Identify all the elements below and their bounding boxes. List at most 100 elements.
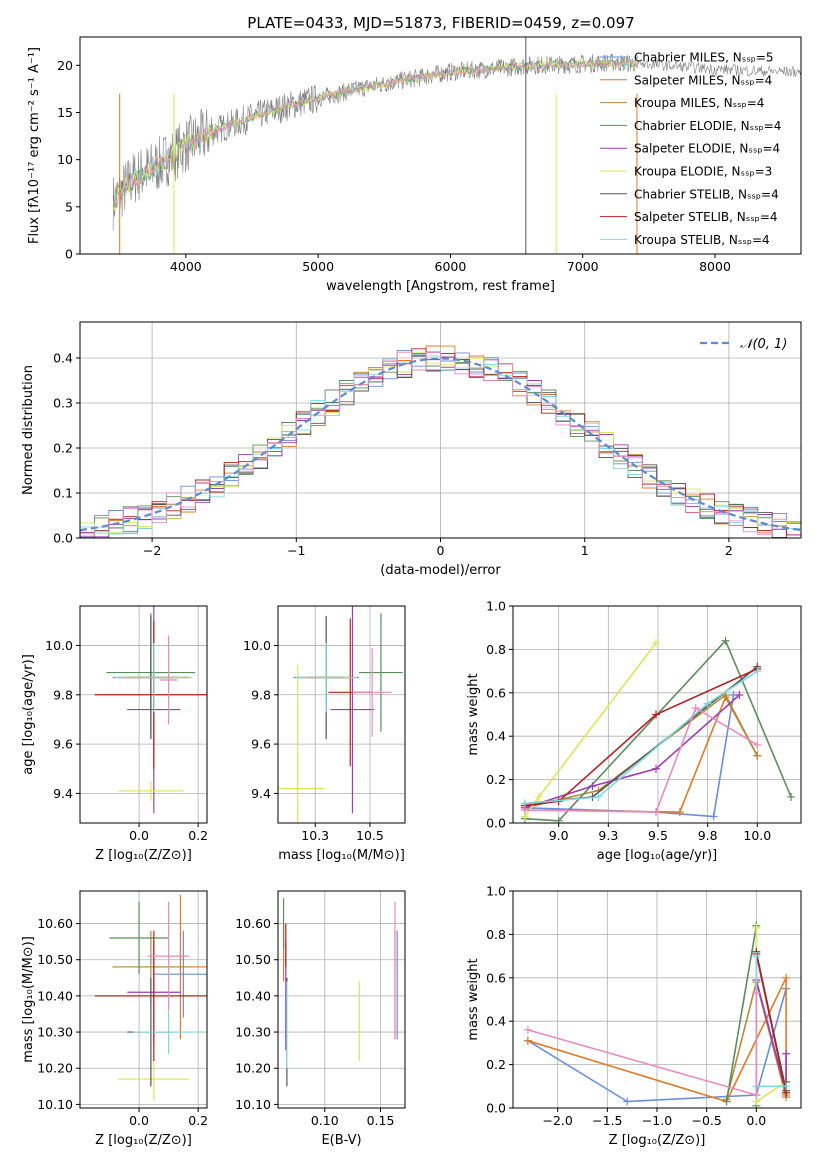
x-tick-label: 9.8	[698, 828, 718, 843]
y-tick-label: 0.4	[53, 351, 73, 366]
x-axis-label: age [log₁₀(age/yr)]	[597, 848, 718, 863]
y-tick-label: 9.6	[53, 737, 73, 752]
x-tick-label: 0	[437, 543, 445, 558]
weight-marker	[752, 923, 761, 932]
y-tick-label: 0.0	[486, 1101, 506, 1116]
y-tick-label: 9.8	[53, 687, 73, 702]
weight-line	[527, 993, 758, 1097]
weight-marker	[735, 690, 744, 699]
grid	[80, 891, 207, 1108]
axes-frame	[512, 605, 802, 824]
weight-marker	[652, 638, 661, 647]
chart-mass_vs_EBV: 0.10 0.15 10.10 10.20 10.30 10.40 10.50 10.60 E(…	[235, 890, 406, 1148]
y-tick-label: 10.20	[235, 1061, 271, 1076]
chart-weight_vs_age: 9.0 9.3 9.5 9.8 10.0 0.0 0.2 0.4 0.6 0.8 1.0 age [l…	[466, 599, 802, 863]
weight-marker	[652, 808, 661, 817]
chart-spectrum: 4000 5000 6000 7000 8000 0 5 10 15 20 wavelength […	[27, 36, 802, 294]
y-tick-label: 10.0	[243, 638, 271, 653]
y-axis-label: mass weight	[466, 673, 481, 755]
legend-label: Salpeter STELIB, Nₛₛₚ=4	[634, 210, 778, 224]
y-tick-label: 1.0	[486, 884, 506, 899]
plot-area	[94, 606, 207, 814]
legend-label: Chabrier ELODIE, Nₛₛₚ=4	[634, 119, 781, 133]
x-tick-label: −2	[143, 543, 161, 558]
y-tick-label: 10.40	[37, 988, 73, 1003]
y-tick-label: 0.0	[486, 816, 506, 831]
weight-marker	[534, 792, 543, 801]
y-tick-label: 10.20	[37, 1061, 73, 1076]
x-tick-label: 0.2	[188, 828, 208, 843]
legend-label: Kroupa STELIB, Nₛₛₚ=4	[634, 233, 770, 247]
axes-frame	[79, 321, 802, 539]
legend-label: Kroupa MILES, Nₛₛₚ=4	[634, 96, 764, 110]
y-tick-label: 0.2	[53, 441, 73, 456]
weight-marker	[703, 699, 712, 708]
weight-marker	[782, 1082, 791, 1091]
x-axis-label: mass [log₁₀(M/M⊙)]	[278, 848, 405, 863]
grid	[513, 890, 801, 1109]
x-tick-label: 2	[725, 543, 733, 558]
axes-frame	[277, 890, 406, 1109]
y-tick-label: 0.4	[486, 729, 506, 744]
weight-marker	[709, 812, 718, 821]
x-axis-label: wavelength [Angstrom, rest frame]	[326, 279, 555, 294]
y-tick-label: 10.40	[235, 988, 271, 1003]
weight-line	[524, 695, 759, 813]
observed-spectrum	[638, 59, 801, 78]
plot-area	[80, 345, 801, 538]
residual-histogram	[80, 351, 801, 537]
x-tick-label: −0.5	[691, 1113, 721, 1128]
y-tick-label: 10.10	[37, 1097, 73, 1112]
plot-area	[523, 921, 791, 1108]
y-tick-label: 10.50	[37, 952, 73, 967]
y-tick-label: 10.10	[235, 1097, 271, 1112]
axes-frame	[512, 890, 802, 1109]
weight-marker	[594, 792, 603, 801]
x-axis-label: Z [log₁₀(Z/Z⊙)]	[95, 1133, 192, 1148]
y-tick-label: 15	[57, 105, 73, 120]
x-tick-label: 10.5	[356, 828, 384, 843]
chart-mass_vs_Z: 0.0 0.2 10.10 10.20 10.30 10.40 10.50 10.60 Z [l…	[21, 890, 208, 1148]
y-tick-label: 9.4	[251, 786, 271, 801]
legend-label: Salpeter ELODIE, Nₛₛₚ=4	[634, 142, 780, 156]
x-tick-label: −1.0	[642, 1113, 672, 1128]
weight-marker	[520, 805, 529, 814]
weight-line	[725, 925, 758, 1106]
y-axis-label: age [log₁₀(age/yr)]	[21, 654, 36, 775]
plot-area	[282, 898, 398, 1087]
x-axis-label: Z [log₁₀(Z/Z⊙)]	[609, 1133, 706, 1148]
y-axis-label: Normed distribution	[21, 365, 36, 495]
weight-marker	[787, 792, 796, 801]
y-axis-label: mass [log₁₀(M/M⊙)]	[21, 936, 36, 1063]
x-tick-label: 10.3	[301, 828, 329, 843]
weight-marker	[721, 636, 730, 645]
plot-area	[112, 37, 801, 254]
model-spectrum	[112, 58, 639, 208]
weight-marker	[691, 703, 700, 712]
weight-line	[524, 693, 759, 809]
x-tick-label: 9.5	[648, 828, 668, 843]
x-tick-label: −1.5	[592, 1113, 622, 1128]
y-tick-label: 10	[57, 152, 73, 167]
axes-frame	[277, 605, 406, 824]
weight-marker	[623, 1097, 632, 1106]
y-tick-label: 0.0	[53, 531, 73, 546]
weight-line	[524, 670, 758, 805]
y-tick-label: 1.0	[486, 599, 506, 614]
axes-frame	[79, 36, 802, 255]
weight-marker	[752, 952, 761, 961]
grid	[278, 606, 405, 823]
weight-marker	[675, 808, 684, 817]
x-tick-label: 9.0	[549, 828, 569, 843]
weight-marker	[523, 1025, 532, 1034]
weight-marker	[722, 1097, 731, 1106]
y-tick-label: 0.8	[486, 642, 506, 657]
weight-line	[524, 694, 740, 809]
plot-area	[278, 606, 403, 823]
x-tick-label: 0.0	[129, 828, 149, 843]
legend-label: Salpeter MILES, Nₛₛₚ=4	[634, 73, 772, 87]
weight-marker	[753, 751, 762, 760]
weight-marker	[752, 1090, 761, 1099]
chart-weight_vs_Z: −2.0 −1.5 −1.0 −0.5 0.0 0.0 0.2 0.4 0.6 0.8 1.0 Z […	[466, 884, 802, 1148]
y-tick-label: 0.1	[53, 486, 73, 501]
